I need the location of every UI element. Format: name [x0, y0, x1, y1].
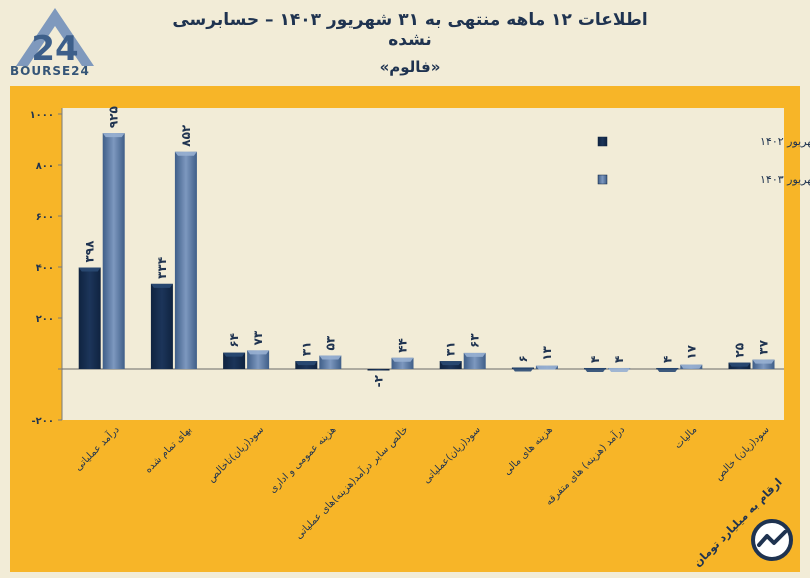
logo-text: BOURSE24 [10, 64, 90, 78]
bar-cap [608, 367, 631, 372]
bar-cap [584, 367, 607, 372]
data-label: ۸۵۲ [179, 124, 193, 147]
bar-cap [680, 364, 703, 369]
y-tick-label: -۲۰۰ [32, 416, 54, 427]
bar-cap [319, 355, 342, 360]
page-title: اطلاعات ۱۲ ماهه منتهی به ۳۱ شهریور ۱۴۰۳ … [172, 10, 648, 50]
bar-cap [174, 151, 197, 156]
data-label: ۲۵ [733, 343, 747, 358]
data-label: ۳۷ [757, 339, 771, 354]
bar-cap [295, 361, 318, 366]
y-tick-label: ۶۰۰ [36, 212, 54, 223]
bar-cap [102, 133, 125, 138]
y-tick-label: ۸۰۰ [36, 161, 54, 172]
category-label: مالیات [673, 424, 700, 451]
bar-1403 [608, 367, 631, 370]
data-label: ۳۹۸ [83, 240, 97, 263]
data-label: -۲ [372, 374, 386, 387]
bar-1402 [367, 369, 390, 371]
bar-1402 [511, 367, 534, 369]
trend-logo-icon [751, 519, 793, 561]
bar-cap [78, 267, 101, 272]
category-label: سود(زیان)ناخالص [206, 424, 266, 484]
legend-swatch-1402 [597, 136, 608, 147]
y-tick-label: ۲۰۰ [36, 314, 54, 325]
category-label: بهای تمام شده [143, 424, 194, 475]
data-label: ۹۲۵ [107, 106, 121, 128]
bar-1403 [319, 355, 342, 369]
legend-swatch-1403 [597, 174, 608, 185]
bar-cap [463, 352, 486, 357]
plot-area [62, 108, 784, 420]
bourse24-logo-icon: 24 [16, 8, 94, 69]
bar-1403 [391, 357, 414, 369]
data-label: ۳۱ [299, 341, 313, 356]
bar-cap [535, 365, 558, 370]
bar-1402 [78, 267, 101, 369]
category-label: درآمد (هزینه) های متفرقه [542, 423, 627, 508]
legend-label: عملکرد منتهی به شهریور ۱۴۰۲ [760, 135, 810, 148]
data-label: ۷۳ [251, 330, 265, 345]
chart-frame [10, 86, 800, 572]
category-label: درآمد عملیاتی [72, 423, 122, 473]
bar-cap [752, 359, 775, 364]
category-label: سود(زیان) خالص [713, 424, 771, 482]
bar-cap [391, 357, 414, 362]
bar-1403 [247, 350, 270, 369]
category-label: خالص سایر درآمد(هزینه)های عملیاتی [292, 423, 411, 542]
bar-cap [247, 350, 270, 355]
bar-1402 [439, 361, 462, 369]
bar-cap [439, 361, 462, 366]
y-tick-label: ۱۰۰۰ [30, 110, 54, 121]
data-label: ۶ [516, 355, 530, 362]
bar-1402 [295, 361, 318, 369]
data-label: ۱۳ [540, 345, 554, 360]
bar-1402 [223, 352, 246, 369]
data-label: ۶۳ [468, 333, 482, 348]
bar-1403 [174, 151, 197, 369]
category-label: هزینه های مالی [502, 424, 555, 477]
bar-1403 [535, 365, 558, 369]
bar-1402 [728, 362, 751, 369]
svg-text:24: 24 [31, 29, 78, 69]
bar-1402 [584, 367, 607, 370]
category-label: هزینه عمومی و اداری [267, 424, 338, 495]
bar-cap [656, 367, 679, 372]
y-tick-label: ۴۰۰ [36, 263, 54, 274]
data-label: ۵۳ [323, 335, 337, 350]
data-label: ۴ [612, 356, 626, 363]
bar-cap [223, 352, 246, 357]
bar-1403 [752, 359, 775, 369]
page-subtitle: «فالوم» [379, 58, 441, 76]
bar-1403 [102, 133, 125, 369]
bar-1402 [656, 367, 679, 370]
category-label: سود(زیان)عملیاتی [421, 424, 483, 486]
data-label: ۴ [660, 356, 674, 363]
data-label: ۳۳۴ [155, 257, 169, 279]
bar-cap [728, 362, 751, 367]
data-label: ۴ [588, 356, 602, 363]
bar-1402 [150, 283, 173, 369]
data-label: ۶۴ [227, 333, 241, 348]
bar-1403 [680, 364, 703, 369]
data-label: ۳۱ [444, 341, 458, 356]
bar-cap [511, 367, 534, 372]
bar-1403 [463, 352, 486, 369]
data-label: ۴۴ [396, 338, 410, 353]
legend-label: عملکرد منتهی به شهریور ۱۴۰۳ [760, 173, 810, 186]
bar-cap [150, 283, 173, 288]
data-label: ۱۷ [684, 344, 698, 359]
